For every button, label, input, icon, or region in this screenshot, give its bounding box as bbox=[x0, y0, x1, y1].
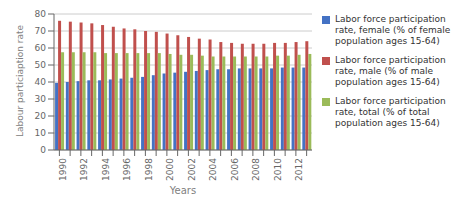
svg-text:2000: 2000 bbox=[165, 158, 175, 181]
html-text:Labor force participation: Labor force participation bbox=[335, 55, 446, 65]
svg-text:2004: 2004 bbox=[208, 158, 218, 181]
html-text:rate, total (% of total: rate, total (% of total bbox=[335, 107, 430, 117]
html-text:Labor force participation: Labor force participation bbox=[335, 14, 446, 24]
svg-text:60: 60 bbox=[35, 43, 47, 53]
svg-text:2008: 2008 bbox=[251, 158, 261, 181]
html-text:population ages 15-64): population ages 15-64) bbox=[335, 118, 440, 128]
svg-text:80: 80 bbox=[35, 9, 47, 19]
svg-text:40: 40 bbox=[35, 77, 47, 87]
svg-text:1990: 1990 bbox=[58, 158, 68, 181]
svg-text:30: 30 bbox=[35, 94, 47, 104]
svg-text:2002: 2002 bbox=[187, 158, 197, 181]
svg-text:1998: 1998 bbox=[144, 158, 154, 181]
svg-text:20: 20 bbox=[35, 111, 47, 121]
svg-text:0: 0 bbox=[40, 145, 46, 155]
svg-text:1992: 1992 bbox=[79, 158, 89, 181]
svg-text:1994: 1994 bbox=[101, 158, 111, 181]
svg-text:2010: 2010 bbox=[273, 158, 283, 181]
html-text:rate, female (% of female: rate, female (% of female bbox=[335, 25, 451, 35]
svg-text:50: 50 bbox=[35, 60, 47, 70]
svg-text:10: 10 bbox=[35, 128, 47, 138]
svg-text:Years: Years bbox=[169, 185, 196, 196]
svg-text:2012: 2012 bbox=[294, 158, 304, 181]
html-text:population ages 15-64): population ages 15-64) bbox=[335, 77, 440, 87]
svg-text:70: 70 bbox=[35, 26, 47, 36]
svg-text:1996: 1996 bbox=[122, 158, 132, 181]
html-text:rate, male (% of male: rate, male (% of male bbox=[335, 66, 433, 76]
svg-text:2006: 2006 bbox=[230, 158, 240, 181]
svg-text:Labour particiaption rate: Labour particiaption rate bbox=[15, 25, 25, 137]
html-text:population ages 15-64): population ages 15-64) bbox=[335, 36, 440, 46]
html-text:Labor force participation: Labor force participation bbox=[335, 96, 446, 106]
